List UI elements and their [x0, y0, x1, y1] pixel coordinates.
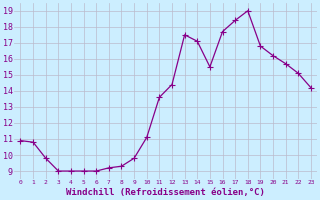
X-axis label: Windchill (Refroidissement éolien,°C): Windchill (Refroidissement éolien,°C) — [66, 188, 265, 197]
